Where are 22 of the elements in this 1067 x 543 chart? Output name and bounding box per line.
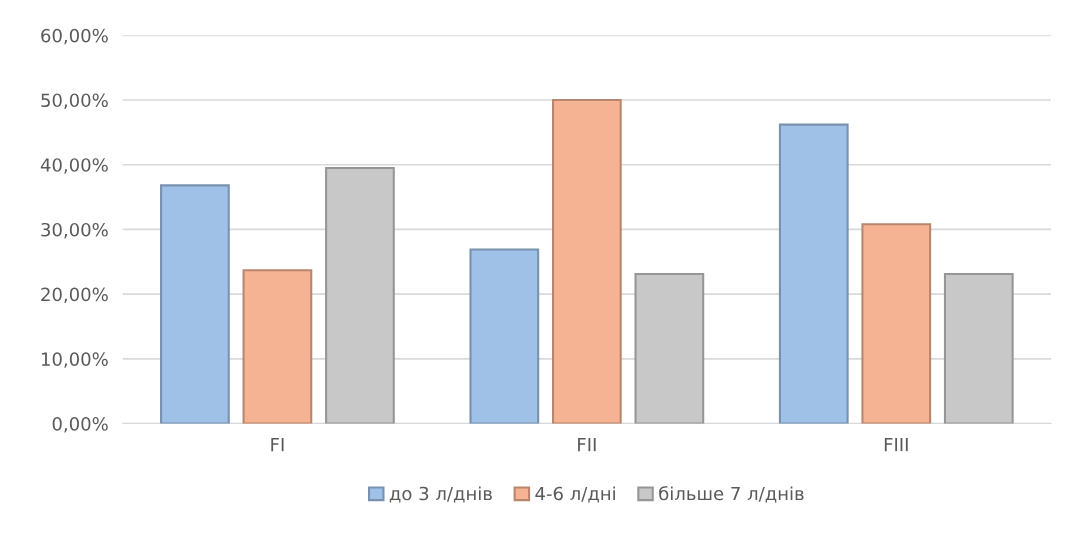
y-tick-label: 30,00% bbox=[41, 222, 108, 239]
bar bbox=[634, 273, 705, 424]
bar bbox=[861, 223, 932, 424]
y-tick-label: 40,00% bbox=[40, 158, 108, 174]
x-tick-label: FIII bbox=[884, 437, 908, 452]
legend-label: 4-6 л/дні bbox=[535, 486, 615, 503]
y-tick-label: 0,00% bbox=[52, 417, 108, 433]
x-tick-label: FII bbox=[578, 437, 596, 452]
legend-label: до 3 л/днів bbox=[389, 486, 492, 503]
x-tick-label: FI bbox=[271, 437, 284, 452]
bar bbox=[242, 269, 313, 424]
bar bbox=[778, 123, 849, 424]
bar bbox=[160, 184, 230, 424]
bar bbox=[469, 248, 540, 424]
legend-label: більше 7 л/днів bbox=[659, 486, 804, 503]
bar bbox=[551, 98, 622, 424]
y-tick-label: 60,00% bbox=[41, 28, 108, 45]
y-tick-label: 10,00% bbox=[41, 352, 108, 368]
y-tick-label: 20,00% bbox=[41, 287, 108, 304]
bar bbox=[325, 166, 395, 424]
y-tick-label: 50,00% bbox=[41, 93, 108, 109]
bar bbox=[943, 273, 1014, 424]
